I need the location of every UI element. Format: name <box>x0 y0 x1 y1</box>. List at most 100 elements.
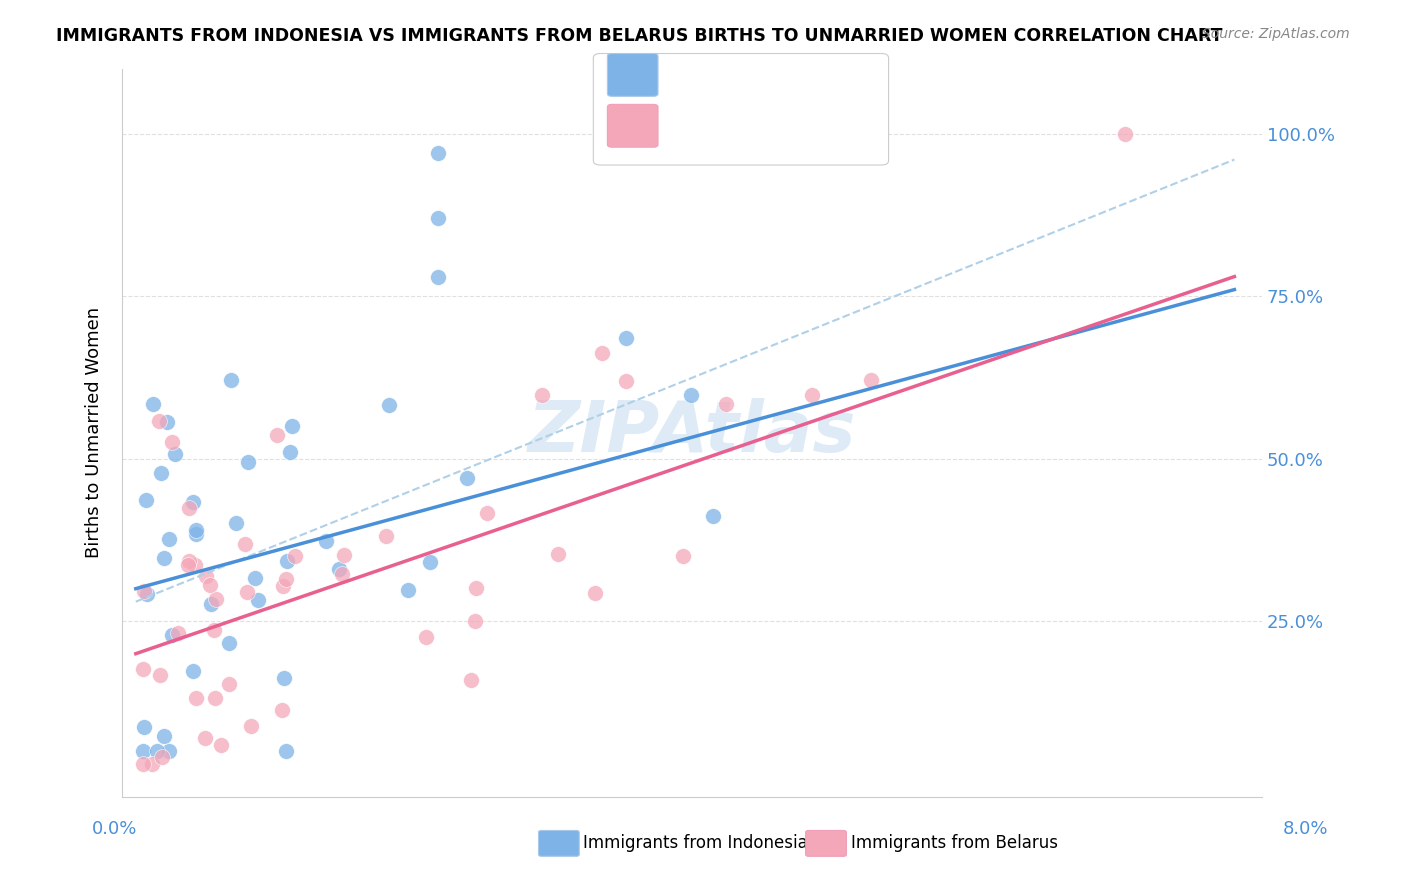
Point <box>152 730 174 744</box>
Point <box>200 598 222 612</box>
Point <box>218 635 240 649</box>
Text: IMMIGRANTS FROM INDONESIA VS IMMIGRANTS FROM BELARUS BIRTHS TO UNMARRIED WOMEN C: IMMIGRANTS FROM INDONESIA VS IMMIGRANTS … <box>56 27 1223 45</box>
Point <box>280 418 302 433</box>
Text: N = 48: N = 48 <box>773 115 852 135</box>
Point <box>131 744 153 758</box>
Point <box>614 331 637 345</box>
Point <box>135 587 157 601</box>
Point <box>419 556 441 570</box>
Point <box>859 373 882 387</box>
Point <box>547 548 569 562</box>
Point <box>1114 127 1136 141</box>
Point <box>426 211 449 225</box>
Point <box>176 558 198 572</box>
Point <box>194 731 217 746</box>
Point <box>160 434 183 449</box>
Point <box>238 455 260 469</box>
Point <box>236 584 259 599</box>
Point <box>155 415 177 429</box>
Point <box>157 744 180 758</box>
Point <box>672 549 695 563</box>
Point <box>157 533 180 547</box>
Text: Source: ZipAtlas.com: Source: ZipAtlas.com <box>1202 27 1350 41</box>
Point <box>278 444 301 458</box>
Point <box>276 744 298 758</box>
Point <box>475 506 498 520</box>
Point <box>146 744 169 758</box>
Point <box>221 372 243 386</box>
Point <box>181 494 204 508</box>
Point <box>426 146 449 161</box>
Point <box>132 719 155 733</box>
Point <box>181 665 204 679</box>
Point <box>165 447 187 461</box>
Point <box>464 614 486 628</box>
Point <box>239 719 262 733</box>
Point <box>328 562 350 576</box>
Point <box>150 750 173 764</box>
Point <box>132 584 155 599</box>
Y-axis label: Births to Unmarried Women: Births to Unmarried Women <box>86 307 103 558</box>
Point <box>247 593 270 607</box>
Point <box>148 414 170 428</box>
Point <box>464 582 486 596</box>
Point <box>184 558 207 572</box>
Point <box>702 508 724 523</box>
Text: Immigrants from Indonesia: Immigrants from Indonesia <box>583 834 808 852</box>
Point <box>415 630 437 644</box>
Point <box>276 572 298 586</box>
Text: Immigrants from Belarus: Immigrants from Belarus <box>851 834 1057 852</box>
Point <box>209 738 232 752</box>
Point <box>591 345 613 359</box>
Point <box>205 592 228 607</box>
Point <box>202 623 225 637</box>
Point <box>162 628 184 642</box>
Point <box>135 492 157 507</box>
Point <box>204 690 226 705</box>
Point <box>332 566 354 581</box>
Point <box>243 571 266 585</box>
Point <box>131 662 153 676</box>
Text: ZIPAtlas: ZIPAtlas <box>527 398 856 467</box>
Point <box>714 397 737 411</box>
Point <box>681 388 703 402</box>
Point <box>426 269 449 284</box>
Point <box>374 529 396 543</box>
Point <box>233 537 256 551</box>
Point <box>378 399 401 413</box>
Point <box>179 500 201 515</box>
Point <box>177 554 200 568</box>
Point <box>184 523 207 537</box>
Point <box>149 466 172 480</box>
Point <box>195 569 218 583</box>
Point <box>456 471 478 485</box>
Point <box>225 516 247 530</box>
Point <box>131 757 153 772</box>
Point <box>149 667 172 681</box>
Point <box>530 388 553 402</box>
Point <box>271 703 294 717</box>
Point <box>184 691 207 706</box>
Point <box>142 397 165 411</box>
Point <box>266 428 288 442</box>
Point <box>396 582 419 597</box>
Point <box>614 374 637 388</box>
Text: R = 0.445: R = 0.445 <box>668 115 782 135</box>
Point <box>141 757 163 772</box>
Point <box>460 673 482 687</box>
Point <box>152 551 174 566</box>
Point <box>333 548 356 562</box>
Point <box>273 671 295 685</box>
Point <box>315 534 337 549</box>
Point <box>284 549 307 563</box>
Point <box>184 527 207 541</box>
Point <box>800 388 823 402</box>
Point <box>583 585 606 599</box>
Point <box>198 578 221 592</box>
Text: 8.0%: 8.0% <box>1284 820 1329 838</box>
Text: 0.0%: 0.0% <box>91 820 136 838</box>
Point <box>276 554 298 568</box>
Point <box>218 676 240 690</box>
Point <box>271 579 294 593</box>
Text: N = 42: N = 42 <box>773 64 852 84</box>
